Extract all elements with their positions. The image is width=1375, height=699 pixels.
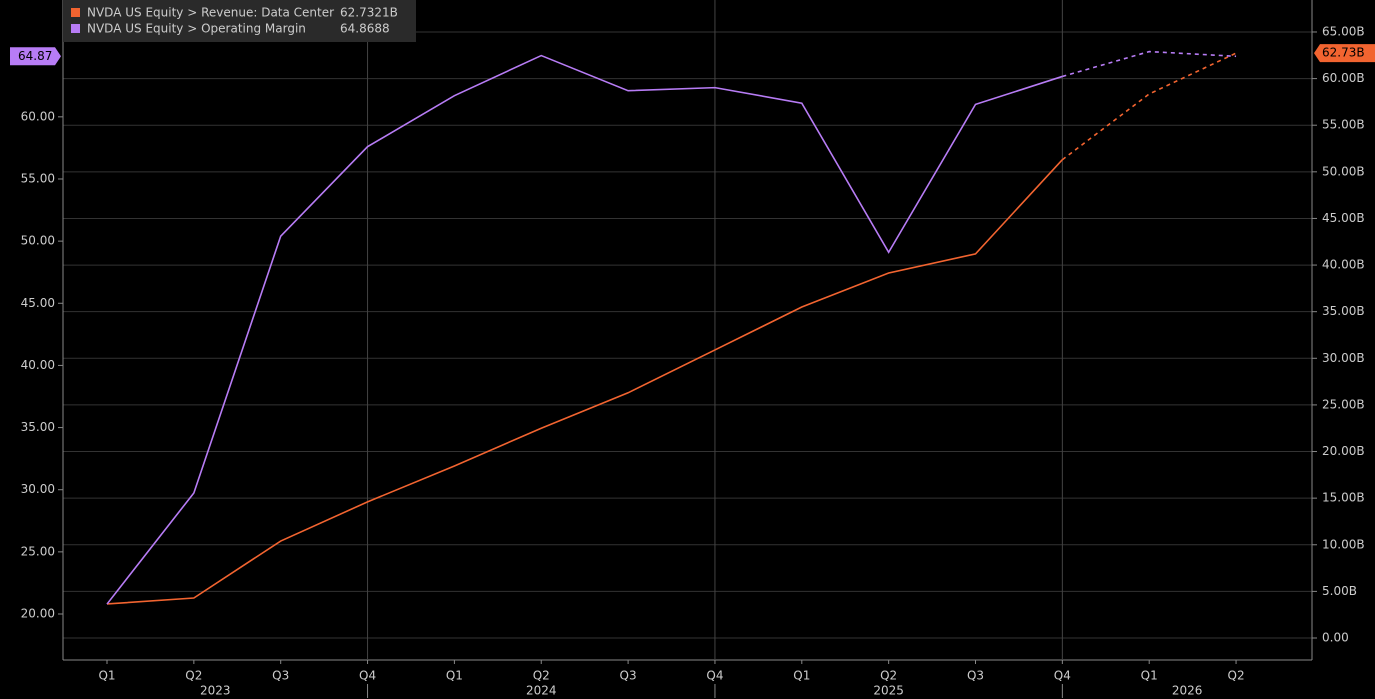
end-label-flag xyxy=(1314,44,1375,63)
year-label: 2023 xyxy=(200,684,231,698)
year-label: 2026 xyxy=(1172,684,1203,698)
year-label: 2025 xyxy=(873,684,904,698)
legend-swatch xyxy=(71,8,80,17)
x-tick-label: Q4 xyxy=(359,669,376,683)
y-tick-label: 30.00 xyxy=(21,482,55,496)
y2-tick-label: 30.00B xyxy=(1322,351,1365,365)
y2-tick-label: 45.00B xyxy=(1322,211,1365,225)
y2-tick-label: 35.00B xyxy=(1322,304,1365,318)
y-tick-label: 35.00 xyxy=(21,420,55,434)
year-label: 2024 xyxy=(526,684,557,698)
x-tick-label: Q2 xyxy=(533,669,550,683)
legend-swatch xyxy=(71,24,80,33)
x-tick-label: Q2 xyxy=(185,669,202,683)
y-tick-label: 45.00 xyxy=(21,296,55,310)
y2-tick-label: 25.00B xyxy=(1322,397,1365,411)
line xyxy=(106,54,1063,605)
y2-tick-label: 10.00B xyxy=(1322,537,1365,551)
line-estimate xyxy=(1062,50,1237,78)
legend-box xyxy=(63,0,416,42)
end-label: 64.87 xyxy=(18,49,52,63)
y-tick-label: 25.00 xyxy=(21,544,55,558)
x-tick-label: Q3 xyxy=(967,669,984,683)
legend-label: NVDA US Equity > Operating Margin xyxy=(87,22,306,36)
y-tick-label: 40.00 xyxy=(21,358,55,372)
y-tick-label: 50.00 xyxy=(21,234,55,248)
x-tick-label: Q3 xyxy=(620,669,637,683)
x-tick-label: Q3 xyxy=(272,669,289,683)
y2-tick-label: 5.00B xyxy=(1322,584,1357,598)
y-tick-label: 20.00 xyxy=(21,607,55,621)
x-tick-label: Q1 xyxy=(1141,669,1158,683)
x-tick-label: Q2 xyxy=(880,669,897,683)
x-tick-label: Q4 xyxy=(706,669,723,683)
y2-tick-label: 20.00B xyxy=(1322,444,1365,458)
x-tick-label: Q1 xyxy=(98,669,115,683)
y2-tick-label: 15.00B xyxy=(1322,491,1365,505)
y-tick-label: 55.00 xyxy=(21,171,55,185)
x-tick-label: Q4 xyxy=(1054,669,1071,683)
x-tick-label: Q1 xyxy=(446,669,463,683)
y2-tick-label: 0.00 xyxy=(1322,630,1349,644)
line xyxy=(106,159,1063,605)
y2-tick-label: 40.00B xyxy=(1322,258,1365,272)
y2-tick-label: 60.00B xyxy=(1322,71,1365,85)
y-tick-label: 60.00 xyxy=(21,109,55,123)
x-tick-label: Q2 xyxy=(1228,669,1245,683)
legend-value: 62.7321B xyxy=(340,6,398,20)
end-label: 62.73B xyxy=(1322,46,1365,60)
legend-value: 64.8688 xyxy=(340,22,390,36)
end-label-flag xyxy=(10,47,61,66)
y2-tick-label: 55.00B xyxy=(1322,118,1365,132)
y2-tick-label: 65.00B xyxy=(1322,24,1365,38)
x-tick-label: Q1 xyxy=(793,669,810,683)
legend-label: NVDA US Equity > Revenue: Data Center xyxy=(87,6,334,20)
y2-tick-label: 50.00B xyxy=(1322,164,1365,178)
